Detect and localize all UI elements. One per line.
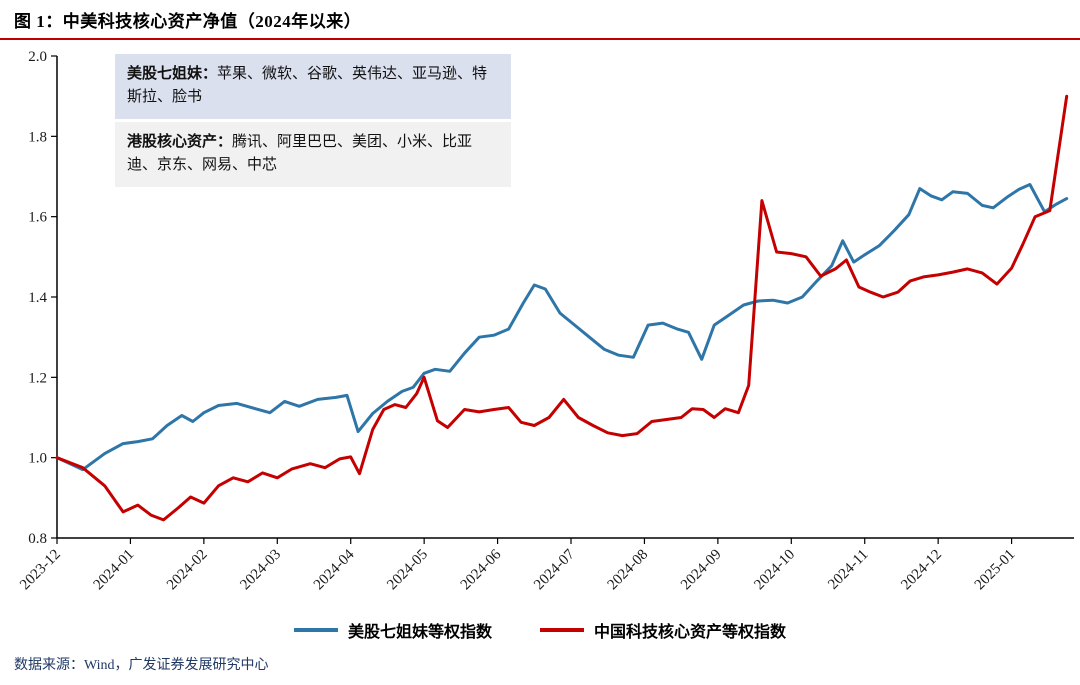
annotation-hk-label: 港股核心资产：: [127, 134, 233, 150]
legend-item-us: 美股七姐妹等权指数: [293, 618, 492, 642]
svg-text:2024-11: 2024-11: [825, 547, 871, 593]
svg-text:2023-12: 2023-12: [17, 547, 64, 594]
svg-text:2024-02: 2024-02: [164, 547, 211, 594]
annotation-us-text: 苹果、微软、谷歌、英伟达、亚马逊、特斯拉、脸书: [127, 66, 488, 106]
legend-label-us: 美股七姐妹等权指数: [347, 624, 492, 641]
legend-swatch-red-line: [540, 628, 584, 632]
svg-text:0.8: 0.8: [28, 531, 47, 547]
figure-header: 图 1：中美科技核心资产净值（2024年以来）: [0, 0, 1080, 40]
chart-legend: 美股七姐妹等权指数 中国科技核心资产等权指数: [0, 615, 1080, 645]
chart-area: 2.0 1.8 1.6 1.4 1.2 1.0 0.8 2023-12 2024-01 2024-…: [0, 40, 1080, 615]
svg-text:2024-05: 2024-05: [384, 547, 431, 594]
svg-text:2024-08: 2024-08: [605, 547, 652, 594]
figure-title: 图 1：中美科技核心资产净值（2024年以来）: [14, 12, 362, 31]
svg-text:2024-12: 2024-12: [898, 547, 945, 594]
svg-text:2025-01: 2025-01: [972, 547, 1019, 594]
annotation-us-mag7: 美股七姐妹：苹果、微软、谷歌、英伟达、亚马逊、特斯拉、脸书: [115, 54, 511, 119]
svg-text:2024-06: 2024-06: [458, 546, 505, 593]
annotation-hk-core: 港股核心资产：腾讯、阿里巴巴、美团、小米、比亚迪、京东、网易、中芯: [115, 122, 511, 187]
legend-swatch-blue-line: [293, 628, 338, 632]
svg-text:2.0: 2.0: [28, 49, 47, 65]
annotation-hk-text: 腾讯、阿里巴巴、美团、小米、比亚迪、京东、网易、中芯: [127, 134, 473, 174]
svg-text:2024-03: 2024-03: [237, 547, 284, 594]
annotation-us-label: 美股七姐妹：: [127, 66, 218, 82]
svg-text:2024-09: 2024-09: [678, 547, 725, 594]
legend-item-china: 中国科技核心资产等权指数: [540, 618, 786, 642]
legend-label-china: 中国科技核心资产等权指数: [594, 624, 787, 641]
svg-text:1.2: 1.2: [28, 370, 47, 386]
svg-text:2024-01: 2024-01: [91, 547, 138, 594]
svg-text:2024-10: 2024-10: [751, 547, 798, 594]
data-source: 数据来源：Wind，广发证券发展研究中心: [14, 658, 269, 673]
svg-text:1.8: 1.8: [28, 129, 47, 145]
svg-text:1.6: 1.6: [28, 210, 47, 226]
svg-text:1.4: 1.4: [28, 290, 47, 306]
svg-text:2024-04: 2024-04: [311, 546, 358, 593]
svg-text:1.0: 1.0: [28, 451, 47, 467]
svg-text:2024-07: 2024-07: [531, 546, 578, 593]
